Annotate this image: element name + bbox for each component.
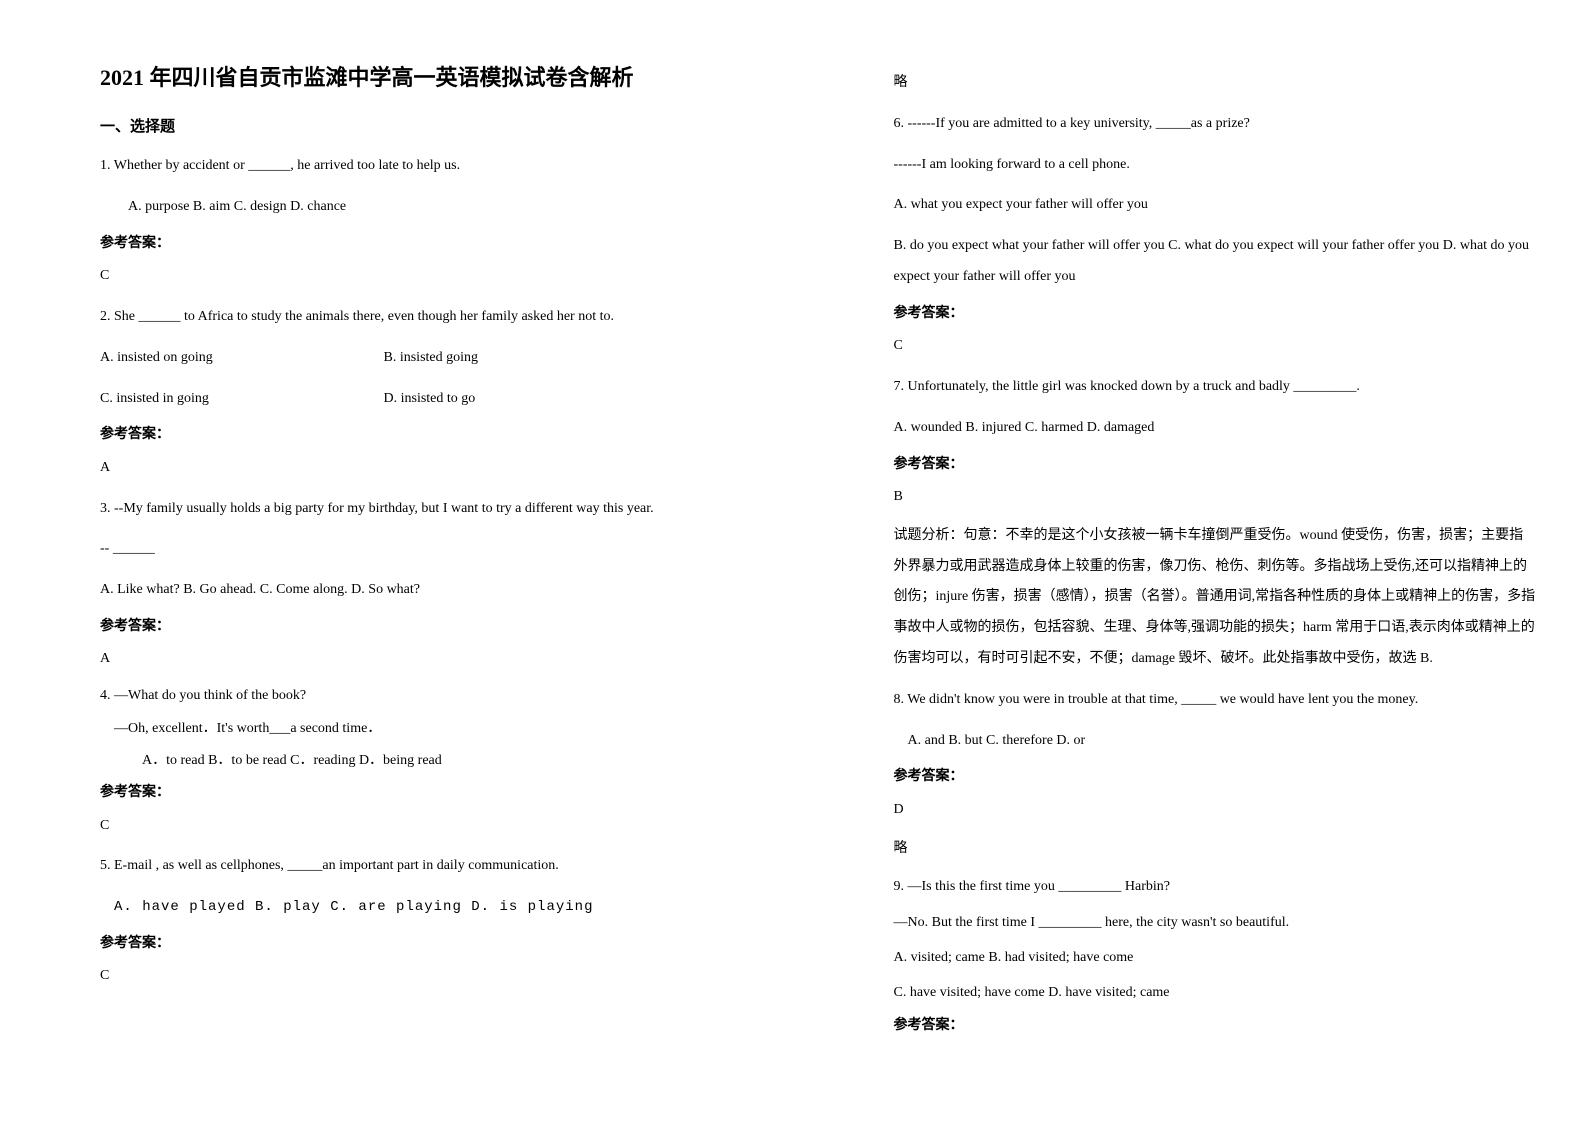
q3-options: A. Like what? B. Go ahead. C. Come along… [100, 575, 744, 606]
q9-stem1: 9. —Is this the first time you _________… [894, 874, 1538, 899]
lue-1: 略 [894, 68, 1538, 99]
q4-answer-label: 参考答案： [100, 782, 744, 804]
q1-answer-label: 参考答案： [100, 233, 744, 255]
q6-opt-bcd: B. do you expect what your father will o… [894, 231, 1538, 293]
q1-options: A. purpose B. aim C. design D. chance [100, 192, 744, 223]
q7-answer: B [894, 482, 1538, 513]
q2-options-row1: A. insisted on going B. insisted going [100, 343, 744, 374]
q2-opt-a: A. insisted on going [100, 343, 380, 374]
document-title: 2021 年四川省自贡市监滩中学高一英语模拟试卷含解析 [100, 60, 744, 95]
q8-stem: 8. We didn't know you were in trouble at… [894, 685, 1538, 716]
q8-answer-label: 参考答案： [894, 766, 1538, 788]
q6-answer: C [894, 331, 1538, 362]
section-heading: 一、选择题 [100, 115, 744, 139]
q6-answer-label: 参考答案： [894, 303, 1538, 325]
q8-options: A. and B. but C. therefore D. or [894, 726, 1538, 757]
q5-answer: C [100, 961, 744, 992]
q2-opt-d: D. insisted to go [384, 391, 476, 406]
q2-stem: 2. She ______ to Africa to study the ani… [100, 302, 744, 333]
q6-opt-a: A. what you expect your father will offe… [894, 190, 1538, 221]
q8-answer: D [894, 795, 1538, 826]
q2-opt-b: B. insisted going [384, 350, 479, 365]
q4-stem1: 4. —What do you think of the book? [100, 685, 744, 707]
q4-stem2: —Oh, excellent．It's worth___a second tim… [100, 718, 744, 740]
q1-stem: 1. Whether by accident or ______, he arr… [100, 151, 744, 182]
q7-answer-label: 参考答案： [894, 454, 1538, 476]
q4-options: A．to read B．to be read C．reading D．being… [100, 750, 744, 772]
q3-stem1: 3. --My family usually holds a big party… [100, 494, 744, 525]
q3-answer-label: 参考答案： [100, 616, 744, 638]
q7-stem: 7. Unfortunately, the little girl was kn… [894, 372, 1538, 403]
q2-answer-label: 参考答案： [100, 424, 744, 446]
right-column: 略 6. ------If you are admitted to a key … [794, 0, 1587, 1122]
q6-stem1: 6. ------If you are admitted to a key un… [894, 109, 1538, 140]
q2-options-row2: C. insisted in going D. insisted to go [100, 384, 744, 415]
left-column: 2021 年四川省自贡市监滩中学高一英语模拟试卷含解析 一、选择题 1. Whe… [0, 0, 794, 1122]
q5-options: A. have played B. play C. are playing D.… [100, 892, 744, 923]
q7-explain: 试题分析：句意：不幸的是这个小女孩被一辆卡车撞倒严重受伤。wound 使受伤，伤… [894, 521, 1538, 675]
q9-answer-label: 参考答案： [894, 1015, 1538, 1037]
lue-2: 略 [894, 834, 1538, 865]
q2-answer: A [100, 453, 744, 484]
q9-stem2: —No. But the first time I _________ here… [894, 910, 1538, 935]
q9-opts-cd: C. have visited; have come D. have visit… [894, 980, 1538, 1005]
q5-stem: 5. E-mail , as well as cellphones, _____… [100, 851, 744, 882]
q4-answer: C [100, 811, 744, 842]
q2-opt-c: C. insisted in going [100, 384, 380, 415]
q1-answer: C [100, 261, 744, 292]
q3-stem2: -- ______ [100, 534, 744, 565]
q5-answer-label: 参考答案： [100, 933, 744, 955]
q3-answer: A [100, 644, 744, 675]
q6-stem2: ------I am looking forward to a cell pho… [894, 150, 1538, 181]
q7-options: A. wounded B. injured C. harmed D. damag… [894, 413, 1538, 444]
q9-opts-ab: A. visited; came B. had visited; have co… [894, 945, 1538, 970]
